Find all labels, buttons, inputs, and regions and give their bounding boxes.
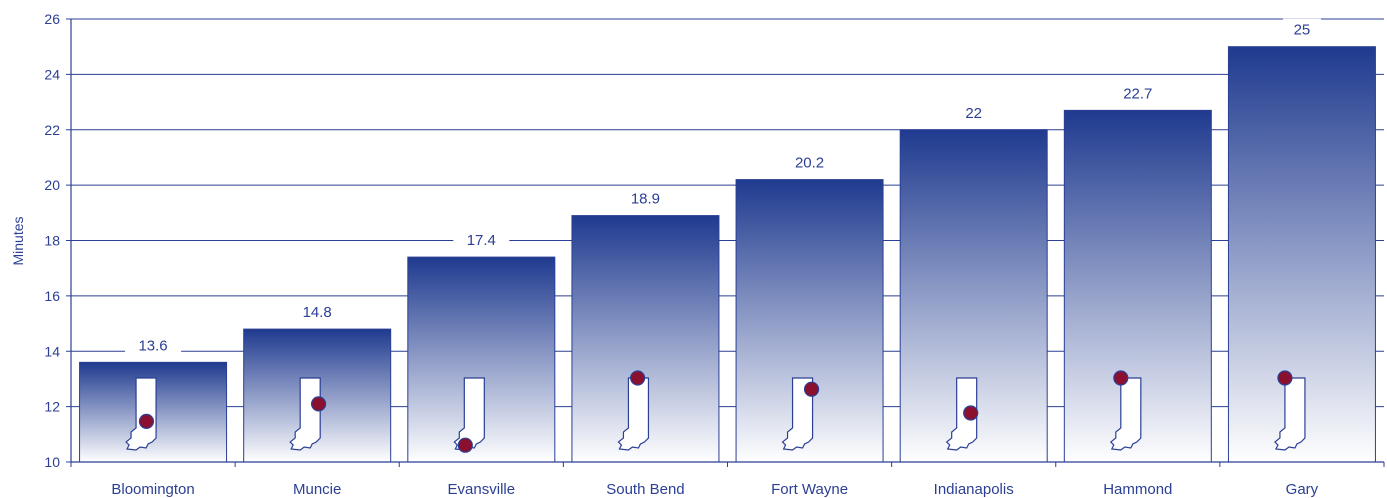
y-tick-label: 26 (44, 11, 60, 27)
value-label: 17.4 (467, 232, 496, 249)
state-outline (781, 377, 814, 451)
state-outline (945, 377, 978, 451)
value-label-bg (954, 101, 993, 122)
city-marker (1277, 370, 1293, 386)
indiana-map-icon (781, 377, 820, 451)
value-label-bg (781, 151, 838, 172)
city-marker (310, 396, 327, 412)
bar-group: 17.4 (407, 229, 556, 463)
y-axis-ticks: 10 12 14 16 18 20 22 24 26 (44, 11, 71, 470)
city-marker (630, 370, 646, 386)
city-marker (803, 381, 820, 397)
x-category-label: Muncie (293, 481, 341, 498)
y-tick-label: 14 (44, 343, 60, 359)
y-tick-label: 22 (44, 122, 60, 138)
y-tick-label: 18 (44, 233, 60, 249)
city-marker (138, 413, 155, 430)
y-tick-label: 10 (44, 454, 60, 470)
city-marker (457, 437, 473, 453)
x-category-label: Evansville (448, 481, 516, 498)
city-marker (1113, 370, 1129, 386)
bar-group: 25 (1227, 18, 1376, 463)
value-label: 20.2 (795, 155, 824, 172)
y-axis-title: Minutes (10, 216, 26, 265)
state-outline (289, 377, 321, 451)
bar-group: 22.7 (1063, 82, 1212, 463)
bar-group: 20.2 (735, 151, 884, 463)
bar-group: 14.8 (243, 301, 392, 463)
indiana-map-icon (1109, 370, 1142, 451)
bar-group: 18.9 (571, 187, 720, 463)
indiana-map-icon (617, 370, 650, 451)
value-label: 22.7 (1123, 85, 1152, 102)
bar-group: 13.6 (79, 334, 228, 463)
value-label-bg (453, 229, 510, 250)
city-marker (963, 405, 979, 421)
x-category-label: Indianapolis (934, 481, 1014, 498)
value-label: 14.8 (303, 304, 332, 321)
indiana-map-icon (945, 377, 979, 451)
value-label: 18.9 (631, 191, 660, 208)
x-category-label: Gary (1286, 481, 1319, 498)
value-label-bg (289, 301, 346, 322)
x-category-label: Hammond (1103, 481, 1172, 498)
indiana-map-icon (1274, 370, 1306, 451)
state-outline (125, 377, 157, 451)
value-label-bg (125, 334, 182, 355)
y-tick-label: 24 (44, 66, 60, 82)
x-category-label: Bloomington (111, 481, 194, 498)
y-tick-label: 16 (44, 288, 60, 304)
x-category-label: South Bend (606, 481, 684, 498)
value-label-bg (617, 187, 674, 208)
value-label-bg (1109, 82, 1166, 103)
axes (70, 19, 1385, 467)
value-label-bg (1282, 18, 1321, 39)
bar-group: 22 (899, 101, 1048, 463)
state-outline (1274, 377, 1306, 451)
x-axis-labels: Bloomington Muncie Evansville South Bend For… (111, 481, 1318, 498)
value-label: 13.6 (138, 337, 167, 354)
indiana-map-icon (289, 377, 327, 451)
x-category-label: Fort Wayne (771, 481, 848, 498)
value-label: 25 (1294, 22, 1311, 39)
state-outline (617, 377, 650, 451)
y-tick-label: 20 (44, 177, 60, 193)
value-label: 22 (965, 105, 982, 122)
y-tick-label: 12 (44, 399, 60, 415)
state-outline (1109, 377, 1142, 451)
bars: 13.6 14.8 17.4 18.9 20.2 22 22.7 25 (79, 18, 1376, 463)
indiana-map-icon (453, 377, 485, 453)
indiana-map-icon (125, 377, 157, 451)
